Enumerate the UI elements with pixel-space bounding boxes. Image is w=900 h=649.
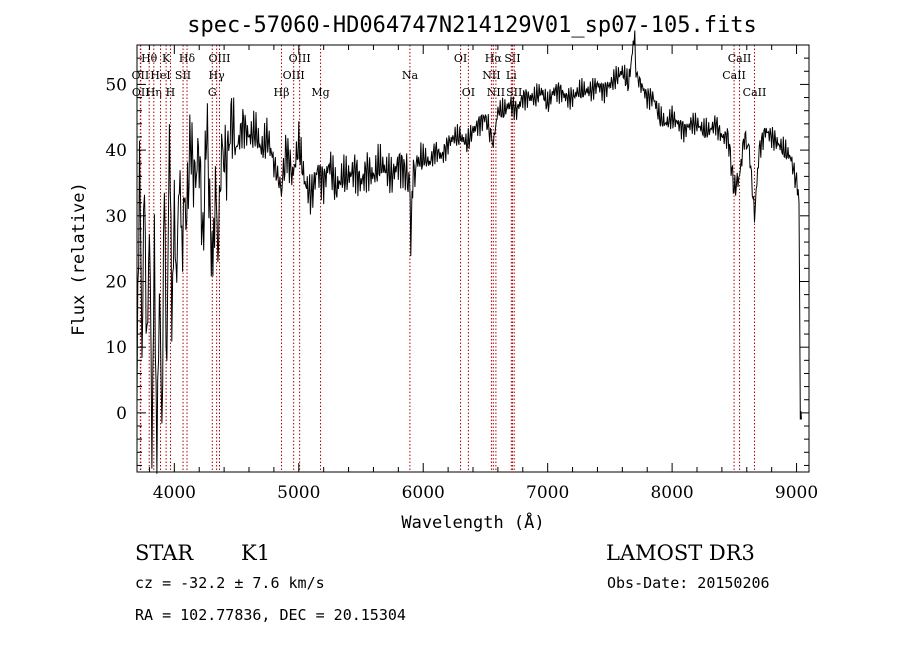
- x-axis-label: Wavelength (Å): [401, 511, 544, 533]
- line-label-10: Hγ: [209, 69, 226, 82]
- line-label-9: OIII: [208, 52, 230, 65]
- line-label-14: OIII: [283, 69, 305, 82]
- plot-frame: [136, 44, 810, 473]
- line-label-27: CaII: [743, 86, 767, 99]
- x-tick-label-8000: 8000: [650, 483, 693, 503]
- y-tick-label-10: 10: [105, 338, 127, 358]
- y-tick-label-30: 30: [105, 207, 127, 227]
- y-tick-label-20: 20: [105, 272, 127, 292]
- line-label-4: K: [162, 52, 171, 65]
- survey-name: LAMOST DR3: [606, 541, 755, 565]
- x-tick-label-7000: 7000: [526, 483, 569, 503]
- x-tick-label-9000: 9000: [775, 483, 818, 503]
- line-label-19: Hα: [485, 52, 503, 65]
- line-label-6: H: [166, 86, 176, 99]
- line-label-11: G: [208, 86, 217, 99]
- chart-title: spec-57060-HD064747N214129V01_sp07-105.f…: [187, 13, 757, 38]
- line-label-12: Hβ: [274, 86, 290, 99]
- line-label-20: NII: [482, 69, 500, 82]
- axis-ticks: 4000 5000 6000 7000 8000 9000 0 10 20 30 40 50: [105, 44, 818, 503]
- y-tick-label-50: 50: [105, 75, 127, 95]
- line-label-13: OIII: [289, 52, 311, 65]
- line-label-18: OI: [462, 86, 475, 99]
- redshift-cz: cz = -32.2 ± 7.6 km/s: [135, 574, 325, 592]
- subclass: K1: [241, 541, 270, 565]
- x-tick-label-5000: 5000: [277, 483, 320, 503]
- line-label-0: Hθ: [141, 52, 158, 65]
- line-label-23: Li: [506, 69, 517, 82]
- line-label-26: CaII: [722, 69, 746, 82]
- line-label-24: SII: [506, 86, 522, 99]
- line-label-8: Hδ: [179, 52, 196, 65]
- line-label-1: OII: [132, 69, 150, 82]
- y-tick-label-0: 0: [116, 404, 127, 424]
- line-label-3: Hη: [146, 86, 162, 99]
- y-axis-label: Flux (relative): [69, 182, 89, 336]
- line-label-5: HeI: [150, 69, 170, 82]
- line-label-25: CaII: [728, 52, 752, 65]
- line-label-2: OII: [132, 86, 150, 99]
- x-tick-label-6000: 6000: [402, 483, 445, 503]
- y-tick-label-40: 40: [105, 141, 127, 161]
- object-class: STAR: [135, 541, 194, 565]
- line-label-21: NII: [487, 86, 505, 99]
- line-label-22: SII: [504, 52, 520, 65]
- line-label-7: SII: [175, 69, 191, 82]
- line-label-17: OI: [454, 52, 467, 65]
- spectrum-line: [136, 30, 802, 474]
- line-label-16: Na: [402, 69, 419, 82]
- ra-dec: RA = 102.77836, DEC = 20.15304: [135, 606, 406, 624]
- observation-date: Obs-Date: 20150206: [607, 574, 770, 592]
- x-tick-label-4000: 4000: [153, 483, 196, 503]
- line-label-15: Mg: [311, 86, 329, 99]
